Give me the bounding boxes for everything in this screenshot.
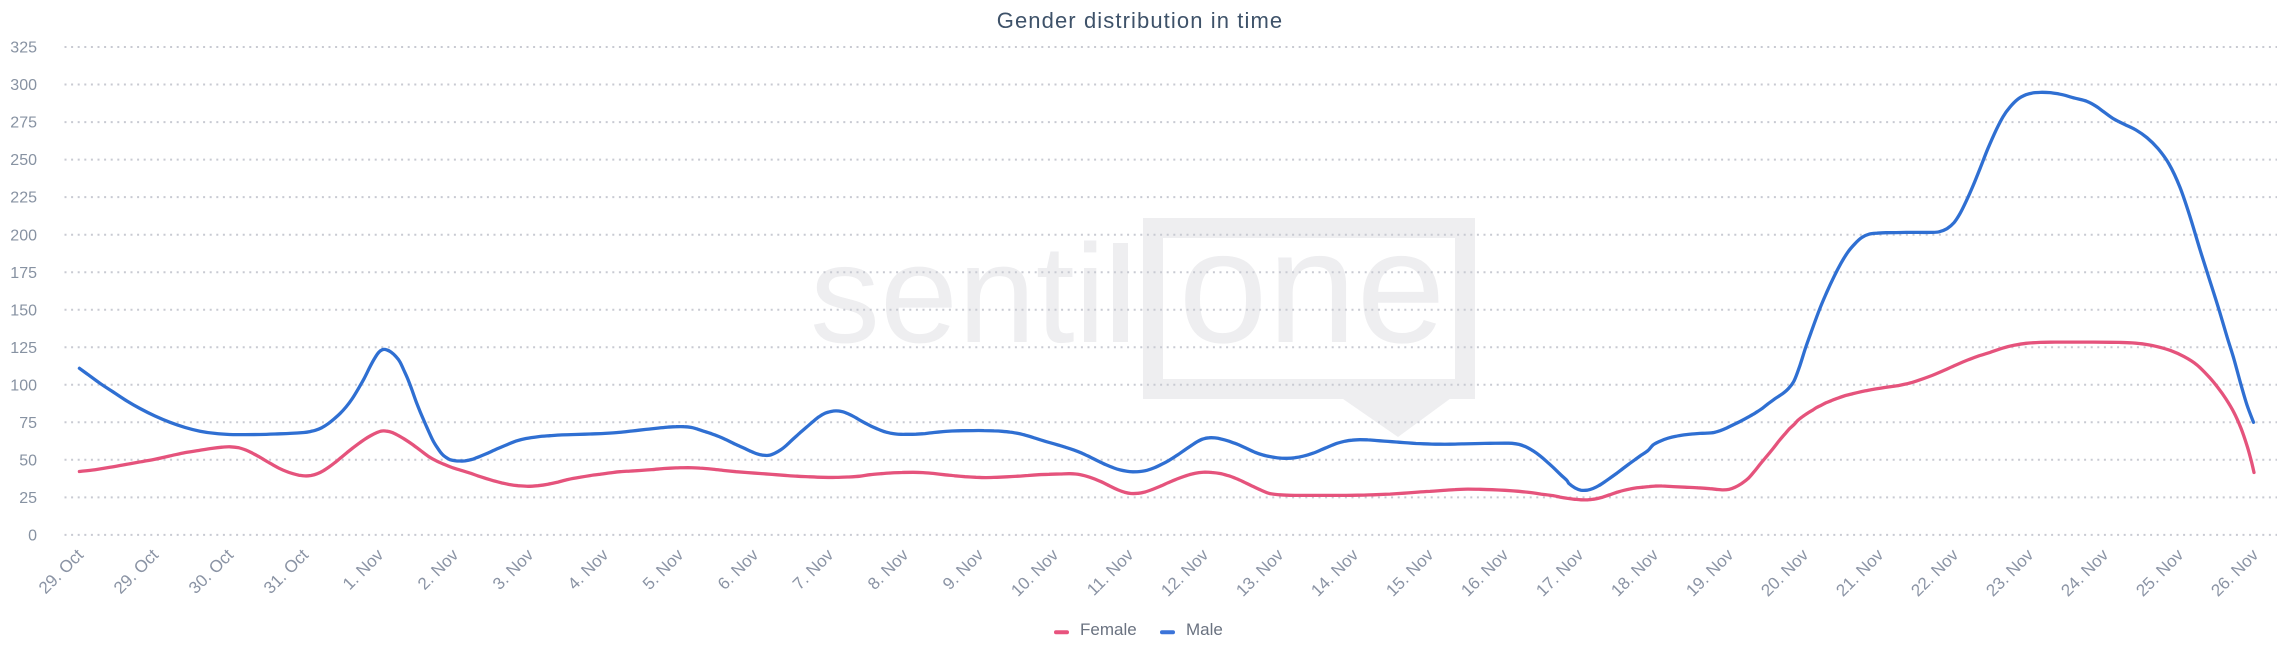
svg-text:Female: Female <box>1080 620 1137 639</box>
svg-text:29. Oct: 29. Oct <box>35 545 87 597</box>
svg-text:24. Nov: 24. Nov <box>2057 545 2112 600</box>
svg-text:14. Nov: 14. Nov <box>1307 545 1362 600</box>
svg-text:20. Nov: 20. Nov <box>1757 545 1812 600</box>
svg-text:11. Nov: 11. Nov <box>1083 545 1137 599</box>
svg-text:125: 125 <box>10 340 37 357</box>
svg-text:21. Nov: 21. Nov <box>1832 545 1887 600</box>
svg-text:15. Nov: 15. Nov <box>1382 545 1437 600</box>
svg-text:275: 275 <box>10 115 37 132</box>
svg-text:Male: Male <box>1186 620 1223 639</box>
svg-text:one: one <box>1179 197 1446 376</box>
svg-text:5. Nov: 5. Nov <box>639 545 688 594</box>
svg-text:23. Nov: 23. Nov <box>1982 545 2037 600</box>
svg-text:29. Oct: 29. Oct <box>110 545 162 597</box>
svg-text:30. Oct: 30. Oct <box>185 545 237 597</box>
svg-text:175: 175 <box>10 265 37 282</box>
svg-text:4. Nov: 4. Nov <box>564 545 613 594</box>
svg-text:200: 200 <box>10 227 37 244</box>
svg-text:25. Nov: 25. Nov <box>2132 545 2187 600</box>
svg-text:2. Nov: 2. Nov <box>414 545 463 594</box>
svg-text:6. Nov: 6. Nov <box>714 545 763 594</box>
svg-text:senti: senti <box>810 215 1106 372</box>
svg-text:13. Nov: 13. Nov <box>1232 545 1287 600</box>
svg-text:300: 300 <box>10 77 37 94</box>
svg-text:1. Nov: 1. Nov <box>339 545 388 594</box>
svg-text:Gender distribution in time: Gender distribution in time <box>997 8 1284 33</box>
svg-text:150: 150 <box>10 302 37 319</box>
svg-text:16. Nov: 16. Nov <box>1457 545 1512 600</box>
svg-text:31. Oct: 31. Oct <box>260 545 312 597</box>
svg-text:225: 225 <box>10 190 37 207</box>
svg-text:17. Nov: 17. Nov <box>1532 545 1587 600</box>
svg-text:22. Nov: 22. Nov <box>1907 545 1962 600</box>
svg-text:50: 50 <box>19 452 37 469</box>
svg-text:100: 100 <box>10 377 37 394</box>
svg-text:10. Nov: 10. Nov <box>1007 545 1062 600</box>
svg-text:0: 0 <box>28 528 37 545</box>
svg-text:75: 75 <box>19 415 37 432</box>
svg-text:12. Nov: 12. Nov <box>1157 545 1212 600</box>
svg-text:9. Nov: 9. Nov <box>939 545 988 594</box>
svg-text:26. Nov: 26. Nov <box>2207 545 2262 600</box>
svg-text:18. Nov: 18. Nov <box>1607 545 1662 600</box>
svg-text:3. Nov: 3. Nov <box>489 545 538 594</box>
svg-text:7. Nov: 7. Nov <box>789 545 838 594</box>
svg-text:8. Nov: 8. Nov <box>864 545 913 594</box>
svg-text:19. Nov: 19. Nov <box>1682 545 1737 600</box>
svg-text:250: 250 <box>10 152 37 169</box>
svg-text:25: 25 <box>19 490 37 507</box>
svg-text:325: 325 <box>10 40 37 57</box>
